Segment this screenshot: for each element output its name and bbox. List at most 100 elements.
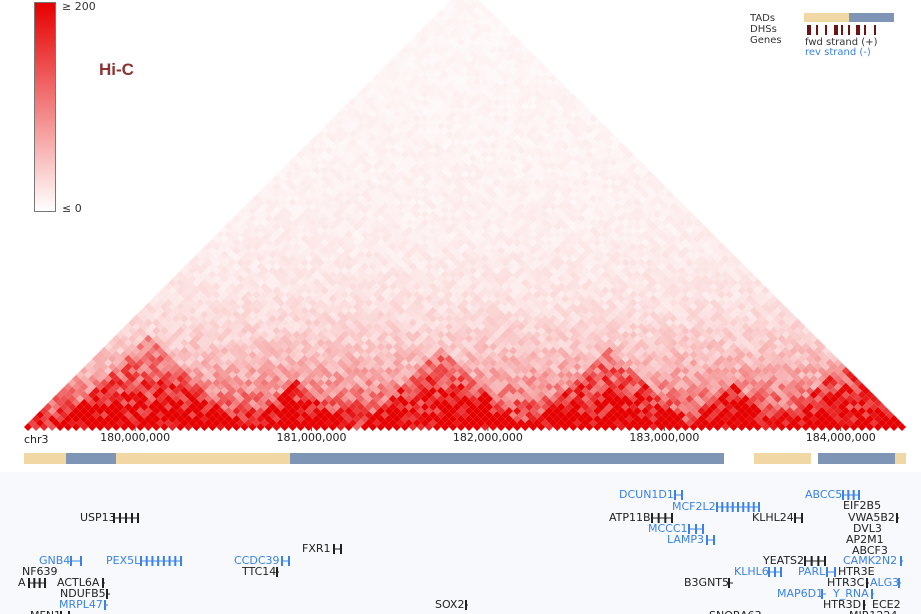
hic-cell	[256, 294, 265, 303]
hic-cell	[76, 410, 85, 419]
hic-cell	[108, 354, 117, 363]
hic-cell	[100, 346, 109, 355]
hic-cell	[268, 258, 277, 267]
hic-cell	[344, 110, 353, 119]
hic-cell	[316, 138, 325, 147]
hic-cell	[208, 302, 217, 311]
hic-cell	[340, 266, 349, 275]
hic-cell	[388, 226, 397, 235]
hic-cell	[440, 150, 449, 159]
hic-cell	[232, 310, 241, 319]
hic-cell	[188, 346, 197, 355]
hic-cell	[252, 266, 261, 275]
hic-cell	[340, 154, 349, 163]
hic-cell	[452, 66, 461, 75]
hic-cell	[108, 346, 117, 355]
hic-cell	[212, 370, 221, 379]
hic-cell	[456, 54, 465, 63]
hic-cell	[252, 210, 261, 219]
hic-cell	[436, 90, 445, 99]
hic-cell	[220, 250, 229, 259]
hic-cell	[356, 210, 365, 219]
hic-cell	[360, 166, 369, 175]
hic-cell	[184, 334, 193, 343]
hic-cell	[404, 178, 413, 187]
hic-cell	[252, 282, 261, 291]
hic-cell	[444, 114, 453, 123]
hic-cell	[256, 286, 265, 295]
hic-cell	[136, 366, 145, 375]
hic-cell	[136, 334, 145, 343]
hic-cell	[392, 134, 401, 143]
hic-cell	[481, 54, 490, 63]
hic-cell	[420, 82, 429, 91]
hic-cell	[352, 182, 361, 191]
hic-cell	[400, 94, 409, 103]
hic-cell	[212, 274, 221, 283]
hic-cell	[280, 254, 289, 263]
hic-cell	[384, 214, 393, 223]
hic-cell	[444, 34, 453, 43]
hic-cell	[428, 186, 437, 195]
hic-cell	[68, 418, 77, 427]
hic-cell	[212, 290, 221, 299]
hic-cell	[340, 250, 349, 259]
hic-cell	[212, 250, 221, 259]
hic-cell	[428, 114, 437, 123]
hic-cell	[404, 162, 413, 171]
hic-cell	[517, 114, 526, 123]
hic-cell	[140, 306, 149, 315]
hic-cell	[292, 322, 301, 331]
hic-cell	[264, 302, 273, 311]
hic-cell	[412, 234, 421, 243]
hic-cell	[196, 314, 205, 323]
hic-cell	[509, 98, 518, 107]
hic-cell	[240, 262, 249, 271]
hic-cell	[481, 78, 490, 87]
hic-cell	[260, 194, 269, 203]
hic-cell	[436, 114, 445, 123]
hic-cell	[40, 414, 49, 423]
hic-cell	[236, 362, 245, 371]
hic-cell	[120, 398, 129, 407]
hic-cell	[364, 274, 373, 283]
hic-cell	[204, 370, 213, 379]
hic-cell	[116, 362, 125, 371]
hic-cell	[188, 314, 197, 323]
hic-cell	[412, 210, 421, 219]
hic-cell	[252, 242, 261, 251]
hic-cell	[412, 154, 421, 163]
hic-cell	[380, 178, 389, 187]
hic-cell	[204, 362, 213, 371]
hic-cell	[497, 118, 506, 127]
hic-cell	[112, 334, 121, 343]
hic-cell	[416, 142, 425, 151]
hic-cell	[416, 30, 425, 39]
hic-cell	[420, 26, 429, 35]
hic-cell	[112, 366, 121, 375]
hic-cell	[324, 274, 333, 283]
hic-cell	[360, 222, 369, 231]
hic-cell	[509, 42, 518, 51]
hic-cell	[324, 226, 333, 235]
hic-cell	[160, 342, 169, 351]
hic-cell	[348, 130, 357, 139]
hic-cell	[304, 222, 313, 231]
hic-cell	[112, 350, 121, 359]
hic-cell	[428, 138, 437, 147]
hic-cell	[344, 166, 353, 175]
hic-cell	[144, 326, 153, 335]
hic-cell	[384, 206, 393, 215]
hic-cell	[428, 210, 437, 219]
hic-cell	[340, 226, 349, 235]
hic-cell	[428, 82, 437, 91]
hic-cell	[316, 258, 325, 267]
hic-cell	[541, 90, 550, 99]
hic-cell	[200, 334, 209, 343]
hic-cell	[440, 94, 449, 103]
hic-cell	[376, 86, 385, 95]
hic-cell	[416, 230, 425, 239]
hic-cell	[224, 254, 233, 263]
hic-cell	[272, 214, 281, 223]
hic-cell	[68, 386, 77, 395]
